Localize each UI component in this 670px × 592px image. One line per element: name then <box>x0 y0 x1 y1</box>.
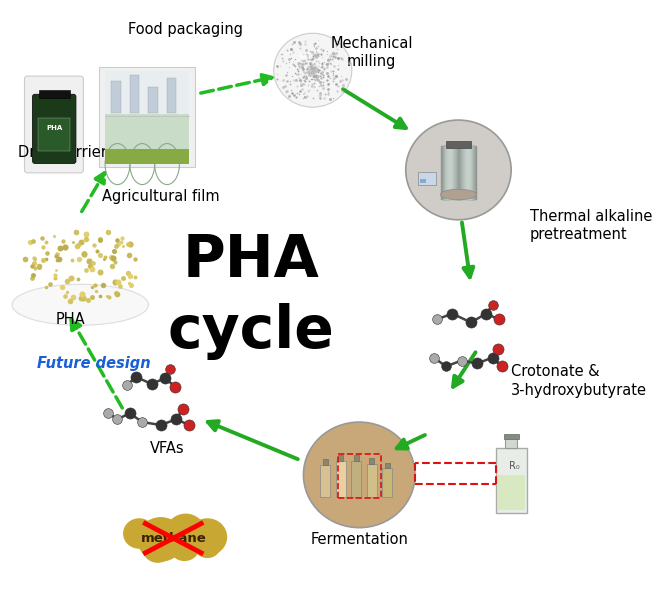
Bar <box>99 67 195 167</box>
Text: Mechanical
milling: Mechanical milling <box>330 37 413 69</box>
Circle shape <box>137 517 184 562</box>
FancyBboxPatch shape <box>33 94 76 163</box>
Bar <box>323 459 328 465</box>
Bar <box>420 179 426 183</box>
Text: VFAs: VFAs <box>150 441 184 456</box>
Text: PHA: PHA <box>56 312 85 327</box>
Bar <box>451 146 466 200</box>
Bar <box>441 146 476 200</box>
Bar <box>111 81 121 113</box>
Text: Food packaging: Food packaging <box>128 22 243 37</box>
Bar <box>446 146 472 200</box>
Bar <box>167 78 176 113</box>
Circle shape <box>142 533 174 563</box>
Bar <box>447 146 470 200</box>
Bar <box>446 141 471 148</box>
Bar <box>457 146 460 200</box>
Bar <box>385 462 390 468</box>
Bar <box>498 475 525 510</box>
Bar <box>130 75 139 113</box>
Circle shape <box>274 33 352 107</box>
Bar <box>418 172 436 185</box>
Bar <box>105 71 189 115</box>
Bar <box>496 449 527 513</box>
Bar <box>320 465 330 497</box>
Bar <box>369 458 374 464</box>
Bar <box>452 146 466 200</box>
Bar <box>38 118 70 150</box>
Text: Future design: Future design <box>37 356 151 371</box>
Bar <box>149 87 157 113</box>
Text: Thermal alkaline
pretreatment: Thermal alkaline pretreatment <box>530 209 652 243</box>
Bar <box>105 114 189 164</box>
Ellipse shape <box>12 284 149 326</box>
Bar <box>445 146 472 200</box>
Text: PHA: PHA <box>182 232 319 289</box>
Bar <box>338 455 343 461</box>
Circle shape <box>304 422 415 527</box>
Bar <box>504 434 519 439</box>
Text: Crotonate &
3-hydroxybutyrate: Crotonate & 3-hydroxybutyrate <box>511 364 647 398</box>
Circle shape <box>194 532 221 558</box>
Bar <box>382 468 392 497</box>
Bar <box>450 146 467 200</box>
Bar <box>453 146 464 200</box>
Circle shape <box>123 518 155 549</box>
Text: PHA: PHA <box>46 126 62 131</box>
Circle shape <box>169 532 200 561</box>
Bar <box>105 149 189 164</box>
Circle shape <box>188 518 227 556</box>
Bar <box>456 146 461 200</box>
Bar <box>351 461 361 497</box>
Bar <box>505 438 517 449</box>
Bar <box>336 461 346 497</box>
Bar <box>452 146 464 200</box>
Bar <box>449 146 468 200</box>
Bar <box>354 455 358 461</box>
Text: Drug carrier: Drug carrier <box>18 145 107 160</box>
Bar <box>442 146 475 200</box>
Bar <box>444 146 473 200</box>
Bar <box>446 146 470 200</box>
Bar <box>443 146 474 200</box>
Text: methane: methane <box>141 532 206 545</box>
Bar <box>455 146 462 200</box>
Bar <box>39 89 70 98</box>
Bar <box>454 146 463 200</box>
Bar <box>366 464 377 497</box>
Circle shape <box>166 514 206 551</box>
Text: Fermentation: Fermentation <box>310 532 408 547</box>
Text: Agricultural film: Agricultural film <box>102 189 220 204</box>
Bar <box>458 146 460 200</box>
Text: R₀: R₀ <box>509 461 520 471</box>
Text: cycle: cycle <box>168 303 334 360</box>
Ellipse shape <box>440 189 476 200</box>
Bar <box>338 454 381 498</box>
Bar <box>448 146 469 200</box>
Circle shape <box>406 120 511 220</box>
FancyBboxPatch shape <box>25 76 83 173</box>
